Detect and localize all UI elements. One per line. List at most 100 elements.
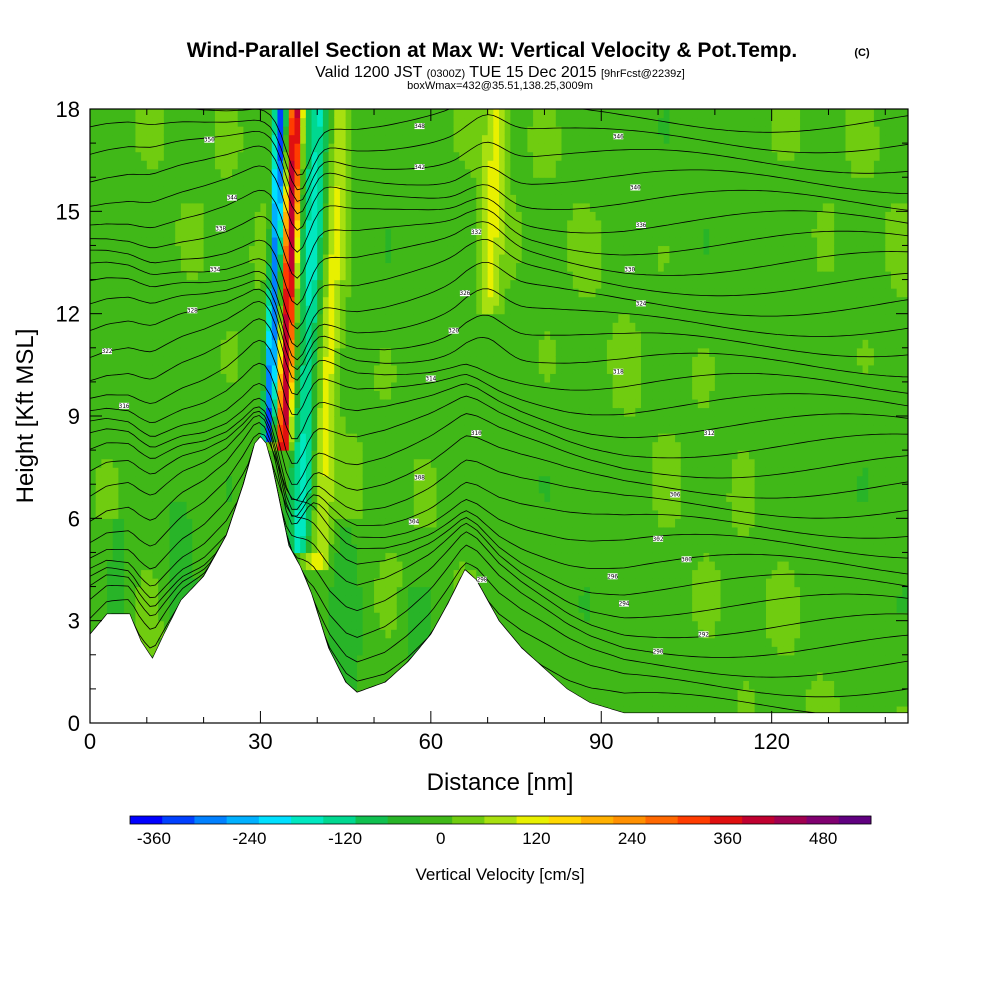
- velocity-cell: [112, 202, 119, 212]
- velocity-cell: [413, 330, 421, 340]
- velocity-cell: [186, 236, 193, 247]
- velocity-cell: [391, 569, 398, 579]
- velocity-cell: [356, 424, 364, 434]
- velocity-cell: [152, 475, 159, 485]
- velocity-cell: [396, 322, 404, 332]
- velocity-cell: [249, 271, 256, 281]
- velocity-cell: [226, 475, 233, 485]
- velocity-cell: [351, 151, 358, 161]
- velocity-cell: [334, 407, 341, 417]
- velocity-cell: [436, 509, 443, 519]
- velocity-cell: [419, 578, 426, 588]
- velocity-cell: [425, 245, 432, 255]
- velocity-cell: [237, 117, 244, 127]
- velocity-cell: [107, 552, 114, 562]
- velocity-cell: [345, 475, 352, 485]
- velocity-cell: [317, 458, 324, 468]
- velocity-cell: [192, 373, 199, 383]
- velocity-cell: [203, 509, 210, 519]
- velocity-cell: [158, 202, 165, 212]
- velocity-cell: [107, 535, 114, 545]
- velocity-cell: [430, 117, 438, 127]
- velocity-cell: [249, 160, 256, 170]
- velocity-cell: [385, 305, 392, 315]
- velocity-cell: [226, 279, 233, 289]
- velocity-cell: [459, 322, 466, 332]
- velocity-cell: [112, 475, 119, 485]
- velocity-cell: [203, 543, 210, 554]
- velocity-cell: [266, 228, 273, 238]
- velocity-cell: [374, 271, 381, 281]
- velocity-cell: [203, 194, 210, 204]
- velocity-cell: [311, 586, 318, 596]
- velocity-cell: [294, 134, 301, 144]
- velocity-cell: [305, 185, 313, 195]
- velocity-cell: [152, 134, 159, 144]
- velocity-cell: [385, 296, 392, 306]
- velocity-cell: [442, 262, 449, 272]
- velocity-cell: [141, 339, 148, 349]
- velocity-cell: [374, 501, 381, 511]
- velocity-cell: [470, 543, 477, 554]
- velocity-cell: [175, 390, 182, 400]
- velocity-cell: [271, 322, 279, 332]
- velocity-cell: [283, 356, 290, 366]
- velocity-cell: [146, 356, 154, 366]
- velocity-cell: [322, 211, 330, 221]
- velocity-cell: [180, 458, 188, 468]
- velocity-cell: [300, 262, 307, 272]
- velocity-cell: [197, 109, 205, 119]
- velocity-cell: [101, 236, 108, 247]
- velocity-cell: [374, 305, 381, 315]
- velocity-cell: [271, 168, 279, 178]
- velocity-cell: [237, 364, 244, 374]
- velocity-cell: [283, 492, 290, 502]
- velocity-cell: [158, 603, 165, 613]
- velocity-cell: [408, 245, 415, 255]
- velocity-cell: [339, 151, 347, 161]
- velocity-cell: [317, 390, 324, 400]
- velocity-cell: [90, 194, 97, 204]
- velocity-cell: [135, 569, 142, 579]
- velocity-cell: [425, 143, 432, 153]
- velocity-cell: [254, 433, 262, 443]
- velocity-cell: [317, 407, 324, 417]
- velocity-cell: [447, 475, 455, 485]
- velocity-cell: [135, 578, 142, 588]
- velocity-cell: [237, 168, 244, 178]
- velocity-cell: [408, 543, 415, 554]
- velocity-cell: [141, 347, 148, 357]
- velocity-cell: [368, 339, 375, 349]
- velocity-cell: [459, 109, 466, 119]
- velocity-cell: [141, 381, 148, 392]
- velocity-cell: [453, 390, 460, 400]
- velocity-cell: [163, 416, 171, 426]
- velocity-cell: [101, 143, 108, 153]
- velocity-cell: [146, 245, 154, 255]
- velocity-cell: [288, 441, 296, 451]
- velocity-cell: [322, 578, 330, 588]
- velocity-cell: [288, 509, 296, 519]
- velocity-cell: [391, 560, 398, 571]
- velocity-cell: [328, 185, 335, 195]
- velocity-cell: [107, 492, 114, 502]
- velocity-cell: [317, 228, 324, 238]
- velocity-cell: [419, 322, 426, 332]
- velocity-cell: [459, 339, 466, 349]
- velocity-cell: [146, 262, 154, 272]
- velocity-cell: [169, 373, 176, 383]
- velocity-cell: [283, 450, 290, 460]
- velocity-cell: [232, 117, 239, 127]
- velocity-cell: [107, 126, 114, 136]
- velocity-cell: [379, 305, 386, 315]
- velocity-cell: [476, 492, 483, 502]
- velocity-cell: [402, 330, 409, 340]
- velocity-cell: [180, 168, 188, 178]
- velocity-cell: [220, 109, 227, 119]
- velocity-cell: [322, 109, 330, 119]
- velocity-cell: [129, 569, 137, 579]
- velocity-cell: [419, 347, 426, 357]
- velocity-cell: [356, 458, 364, 468]
- velocity-cell: [391, 424, 398, 434]
- velocity-cell: [430, 569, 438, 579]
